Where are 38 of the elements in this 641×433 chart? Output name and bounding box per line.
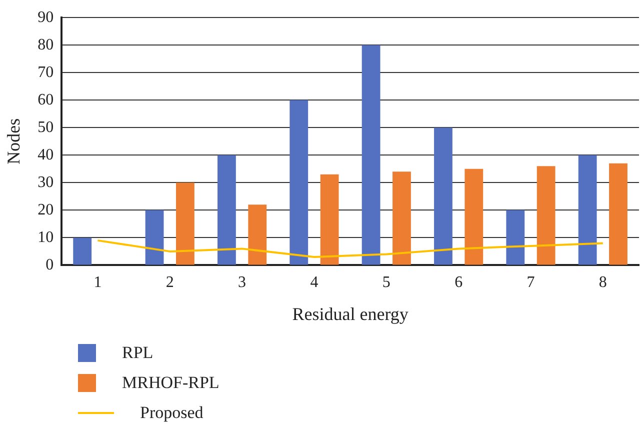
y-tick-label: 60 bbox=[38, 91, 54, 108]
y-tick-label: 10 bbox=[38, 228, 54, 246]
bar bbox=[536, 166, 556, 265]
bar bbox=[176, 182, 194, 265]
bar bbox=[73, 238, 92, 265]
y-axis-title: Nodes bbox=[4, 118, 24, 164]
x-tick-label: 8 bbox=[598, 274, 607, 292]
x-tick-label: 1 bbox=[94, 274, 102, 292]
bar bbox=[434, 128, 452, 265]
y-tick-label: 0 bbox=[46, 256, 54, 274]
y-tick-label: 20 bbox=[38, 201, 54, 218]
legend-label: Proposed bbox=[140, 403, 204, 423]
y-tick-label: 80 bbox=[38, 36, 54, 54]
x-tick-label: 7 bbox=[526, 274, 535, 292]
bar bbox=[218, 155, 236, 265]
x-axis-title: Residual energy bbox=[292, 304, 408, 324]
bar bbox=[248, 204, 267, 265]
bar bbox=[506, 210, 525, 265]
bar bbox=[464, 168, 484, 265]
x-tick-label: 5 bbox=[382, 274, 390, 292]
bar bbox=[578, 155, 597, 265]
x-tick-label: 2 bbox=[166, 274, 174, 292]
x-tick-label: 4 bbox=[310, 274, 318, 292]
bar bbox=[320, 174, 339, 265]
bar bbox=[609, 163, 628, 265]
bar bbox=[392, 172, 411, 265]
bar bbox=[362, 45, 380, 265]
legend-label: RPL bbox=[122, 343, 154, 363]
x-tick-label: 6 bbox=[454, 274, 463, 292]
y-tick-label: 30 bbox=[38, 174, 54, 191]
y-tick-label: 40 bbox=[38, 146, 54, 164]
y-tick-label: 70 bbox=[38, 64, 54, 81]
legend-label: MRHOF-RPL bbox=[122, 373, 220, 393]
bar bbox=[290, 100, 308, 265]
y-tick-label: 50 bbox=[38, 118, 54, 136]
bar bbox=[145, 210, 164, 265]
x-tick-label: 3 bbox=[238, 274, 246, 292]
y-tick-label: 90 bbox=[38, 8, 54, 26]
